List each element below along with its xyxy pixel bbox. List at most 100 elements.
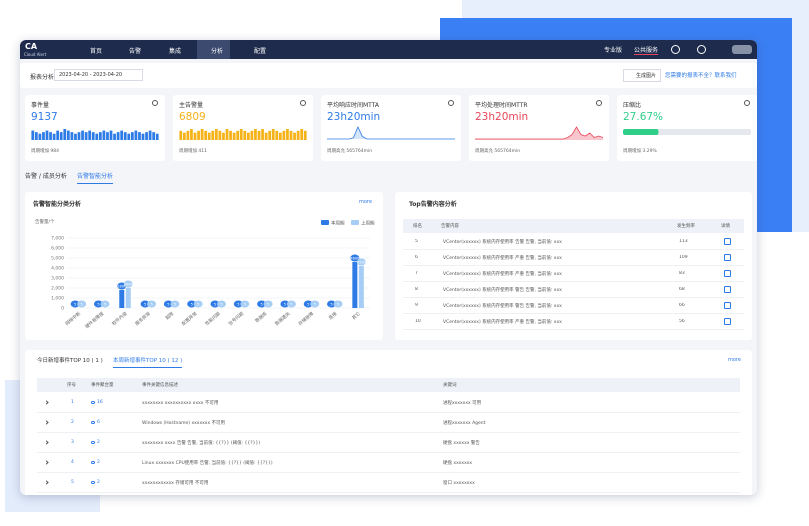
expand-arrow[interactable] bbox=[44, 400, 49, 405]
cell: VCenter(xxxxxx) 系统内存使用率 严重 告警, 当前值: xxx bbox=[443, 320, 562, 325]
link-icon bbox=[91, 401, 95, 404]
legend-swatch bbox=[321, 220, 329, 225]
table-header bbox=[37, 378, 740, 392]
spark-bar bbox=[275, 130, 279, 140]
icon[interactable] bbox=[697, 45, 706, 54]
detail-icon[interactable] bbox=[724, 318, 731, 325]
detail-icon[interactable] bbox=[724, 238, 731, 245]
cell: 进程xxxxxxx 可用 bbox=[443, 401, 482, 406]
spark-bar bbox=[225, 129, 229, 140]
spark-bar bbox=[148, 130, 152, 140]
expand-arrow[interactable] bbox=[44, 460, 49, 465]
expand-arrow[interactable] bbox=[44, 440, 49, 445]
tab[interactable]: 本周新增事件TOP 10 ( 12 ) bbox=[113, 356, 183, 368]
value-bubble bbox=[77, 300, 87, 308]
value-bubble bbox=[327, 300, 337, 308]
column-header: 关键词 bbox=[443, 383, 457, 388]
column-header: 事件聚合量 bbox=[91, 383, 114, 388]
date-range[interactable]: 2023-04-20 - 2023-04-20 bbox=[54, 69, 144, 81]
progress-bar bbox=[623, 129, 659, 135]
y-tick-label: 6,000 bbox=[51, 246, 64, 252]
spark-bar bbox=[84, 132, 88, 140]
nav-item[interactable]: 集成 bbox=[169, 48, 182, 55]
tab[interactable]: 今日新增事件TOP 10 ( 1 ) bbox=[37, 358, 103, 364]
row-divider bbox=[37, 432, 740, 433]
detail-icon[interactable] bbox=[724, 270, 731, 277]
detail-icon[interactable] bbox=[724, 286, 731, 293]
app-window: CA Cloud Alert 专业版 公共服务 首页 告警 集成 分析 配置 报表分析 … bbox=[20, 40, 757, 495]
icon[interactable] bbox=[671, 45, 680, 54]
nav-item[interactable]: 配置 bbox=[254, 48, 267, 55]
cell: 5 bbox=[71, 480, 74, 485]
info-icon bbox=[596, 100, 602, 106]
toolbar-label: 报表分析 bbox=[30, 74, 55, 81]
legend-label: 上周期 bbox=[361, 220, 375, 227]
more-link[interactable]: more bbox=[359, 199, 372, 205]
value-bubble bbox=[147, 300, 157, 308]
cell[interactable]: 16 bbox=[97, 400, 103, 405]
spark-bar bbox=[286, 129, 289, 140]
spark-bar bbox=[278, 132, 282, 140]
spark-bar bbox=[261, 129, 264, 140]
avatar[interactable] bbox=[732, 45, 752, 54]
expand-arrow[interactable] bbox=[44, 480, 49, 485]
cell: 56 bbox=[679, 319, 685, 324]
spark-bar bbox=[193, 132, 197, 140]
nav-item[interactable]: 告警 bbox=[129, 48, 142, 55]
tab[interactable]: 告警 / 成员分析 bbox=[25, 173, 67, 180]
row-divider bbox=[403, 329, 744, 330]
cell: 窗口 xxxxxxxx bbox=[443, 481, 475, 486]
nav-item[interactable]: 分析 bbox=[197, 40, 231, 59]
expand-arrow[interactable] bbox=[44, 420, 49, 425]
cell: 1 bbox=[71, 400, 74, 405]
cell[interactable]: 2 bbox=[97, 440, 100, 445]
cell[interactable]: 2 bbox=[97, 460, 100, 465]
spark-bar bbox=[296, 130, 300, 140]
nav-item[interactable]: 首页 bbox=[90, 48, 103, 55]
table-card: Top告警内容分析 排名 告警内容 发生频率 详情 5 VCenter(xxxxxx) 系统… bbox=[395, 192, 752, 340]
spark-bar bbox=[31, 130, 35, 140]
spark-bar bbox=[211, 130, 215, 140]
value-bubble bbox=[170, 300, 180, 308]
cell[interactable]: 2 bbox=[97, 480, 100, 485]
cell[interactable]: 6 bbox=[97, 420, 100, 425]
tab[interactable]: 告警智能分析 bbox=[77, 171, 114, 184]
spark-bar bbox=[268, 130, 272, 140]
y-tick-label: 0 bbox=[61, 306, 64, 312]
spark-bar bbox=[98, 132, 102, 140]
legend-label: 本周期 bbox=[331, 220, 345, 227]
spark-bar bbox=[81, 130, 84, 140]
row-divider bbox=[37, 492, 740, 493]
value-label: 4600 bbox=[350, 257, 359, 261]
link-icon bbox=[91, 481, 95, 484]
spark-bar bbox=[257, 130, 261, 140]
cell: 6 bbox=[415, 255, 418, 260]
spark-area bbox=[475, 127, 603, 140]
table-header bbox=[403, 219, 744, 233]
value-label: 5 bbox=[197, 302, 199, 306]
cell: VCenter(xxxxxx) 系统内存使用率 严重 告警, 当前值: xxx bbox=[443, 256, 562, 261]
chart bbox=[327, 126, 455, 140]
detail-icon[interactable] bbox=[724, 302, 731, 309]
spark-bar bbox=[246, 132, 250, 140]
org[interactable]: 公共服务 bbox=[634, 47, 659, 55]
cell: 66 bbox=[679, 303, 685, 308]
spark-bar bbox=[155, 133, 159, 140]
x-tick-label: 数据库 bbox=[254, 310, 269, 324]
kpi-card: 主告警量 6809 周期增加 411 bbox=[173, 95, 313, 161]
cell: 83 bbox=[679, 271, 685, 276]
chart bbox=[31, 129, 159, 140]
spark-bar bbox=[200, 129, 204, 140]
detail-icon[interactable] bbox=[724, 254, 731, 261]
spark-bar bbox=[106, 132, 109, 140]
spark-bar bbox=[239, 129, 243, 140]
y-tick-label: 5,000 bbox=[51, 256, 64, 262]
cell: VCenter(xxxxxx) 系统内存使用率 严重 告警, 当前值: xxx bbox=[443, 272, 562, 277]
export-button[interactable]: 生成图片 bbox=[623, 69, 662, 82]
chart bbox=[623, 129, 751, 135]
y-tick-label: 4,000 bbox=[51, 266, 64, 272]
more-link[interactable]: more bbox=[728, 357, 741, 363]
spark-bar bbox=[95, 133, 99, 140]
help-link[interactable]: 您需要的报表不全？联系我们 bbox=[665, 73, 737, 79]
value-label: 5 bbox=[267, 302, 269, 306]
